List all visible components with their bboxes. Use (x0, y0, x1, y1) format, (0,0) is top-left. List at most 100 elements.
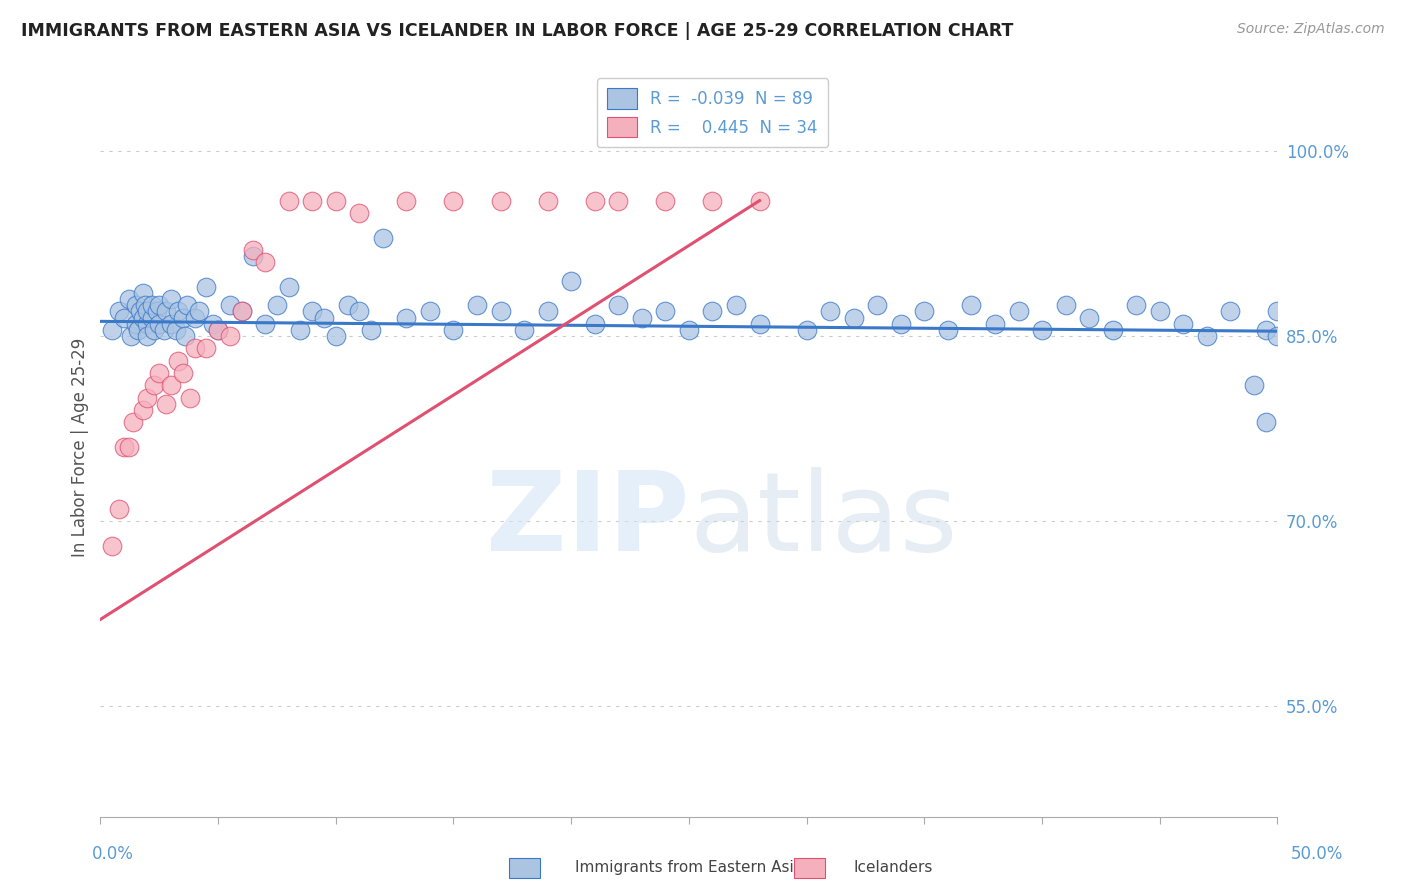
Point (1031, 323, 1053, 337)
Point (301, 194, 323, 208)
Text: Icelanders: Icelanders (853, 860, 932, 874)
Point (207, 323, 229, 337)
Point (136, 391, 159, 405)
Point (560, 274, 582, 288)
Point (796, 323, 818, 337)
Point (607, 298, 630, 312)
Point (702, 194, 724, 208)
Text: ZIP: ZIP (485, 467, 689, 574)
Point (112, 440, 135, 454)
Point (489, 304, 512, 318)
Point (1101, 323, 1123, 337)
Point (395, 310, 418, 325)
Point (155, 304, 177, 318)
Point (202, 317, 225, 331)
Point (136, 317, 159, 331)
Point (984, 317, 1007, 331)
Point (654, 304, 676, 318)
Point (101, 539, 124, 553)
Point (1149, 304, 1171, 318)
Legend: R =  -0.039  N = 89, R =    0.445  N = 34: R = -0.039 N = 89, R = 0.445 N = 34 (598, 78, 828, 147)
Point (167, 353, 190, 368)
Point (176, 298, 198, 312)
Point (254, 255, 277, 269)
Point (218, 298, 240, 312)
Point (136, 304, 159, 318)
Point (1254, 415, 1277, 429)
Point (124, 317, 146, 331)
Text: Immigrants from Eastern Asia: Immigrants from Eastern Asia (575, 860, 803, 874)
Point (122, 415, 145, 429)
Point (143, 323, 166, 337)
Point (148, 366, 170, 380)
Point (1267, 329, 1289, 343)
Point (101, 323, 124, 337)
Point (818, 304, 841, 318)
Point (1267, 304, 1289, 318)
Point (395, 194, 418, 208)
Point (748, 194, 770, 208)
Text: atlas: atlas (689, 467, 957, 574)
Point (1243, 378, 1265, 392)
Point (242, 249, 264, 263)
Point (537, 194, 560, 208)
Text: IMMIGRANTS FROM EASTERN ASIA VS ICELANDER IN LABOR FORCE | AGE 25-29 CORRELATION: IMMIGRANTS FROM EASTERN ASIA VS ICELANDE… (21, 22, 1014, 40)
Point (312, 310, 335, 325)
Point (155, 397, 177, 411)
Point (132, 403, 155, 417)
Point (129, 304, 152, 318)
Point (583, 194, 606, 208)
Point (127, 323, 149, 337)
Point (1254, 323, 1277, 337)
Point (371, 230, 394, 244)
Point (325, 194, 347, 208)
Point (183, 342, 205, 356)
Point (231, 304, 253, 318)
Point (195, 280, 218, 294)
Point (179, 391, 201, 405)
Point (120, 329, 142, 343)
Point (336, 298, 359, 312)
Point (231, 304, 253, 318)
Point (443, 194, 465, 208)
Point (1195, 329, 1218, 343)
Point (160, 292, 183, 306)
Point (153, 323, 176, 337)
Point (141, 298, 163, 312)
Y-axis label: In Labor Force | Age 25-29: In Labor Force | Age 25-29 (72, 337, 89, 557)
Point (349, 304, 371, 318)
Point (167, 304, 190, 318)
Point (465, 298, 488, 312)
Point (301, 304, 323, 318)
Point (172, 366, 194, 380)
Point (702, 304, 724, 318)
Point (277, 280, 299, 294)
Point (1219, 304, 1241, 318)
Point (748, 317, 770, 331)
Point (890, 317, 912, 331)
Point (724, 298, 747, 312)
Point (183, 310, 205, 325)
Point (1054, 298, 1077, 312)
Point (360, 323, 382, 337)
Point (108, 304, 131, 318)
Point (188, 304, 211, 318)
Point (290, 323, 312, 337)
Point (134, 298, 156, 312)
Point (148, 298, 170, 312)
Point (148, 317, 170, 331)
Point (654, 194, 676, 208)
Point (132, 310, 155, 325)
Point (349, 206, 371, 220)
Point (218, 329, 240, 343)
Point (419, 304, 441, 318)
Point (630, 310, 652, 325)
Point (143, 378, 166, 392)
Point (443, 323, 465, 337)
Point (1125, 298, 1147, 312)
Point (136, 329, 159, 343)
Point (912, 304, 935, 318)
Point (207, 323, 229, 337)
Point (936, 323, 959, 337)
Text: Source: ZipAtlas.com: Source: ZipAtlas.com (1237, 22, 1385, 37)
